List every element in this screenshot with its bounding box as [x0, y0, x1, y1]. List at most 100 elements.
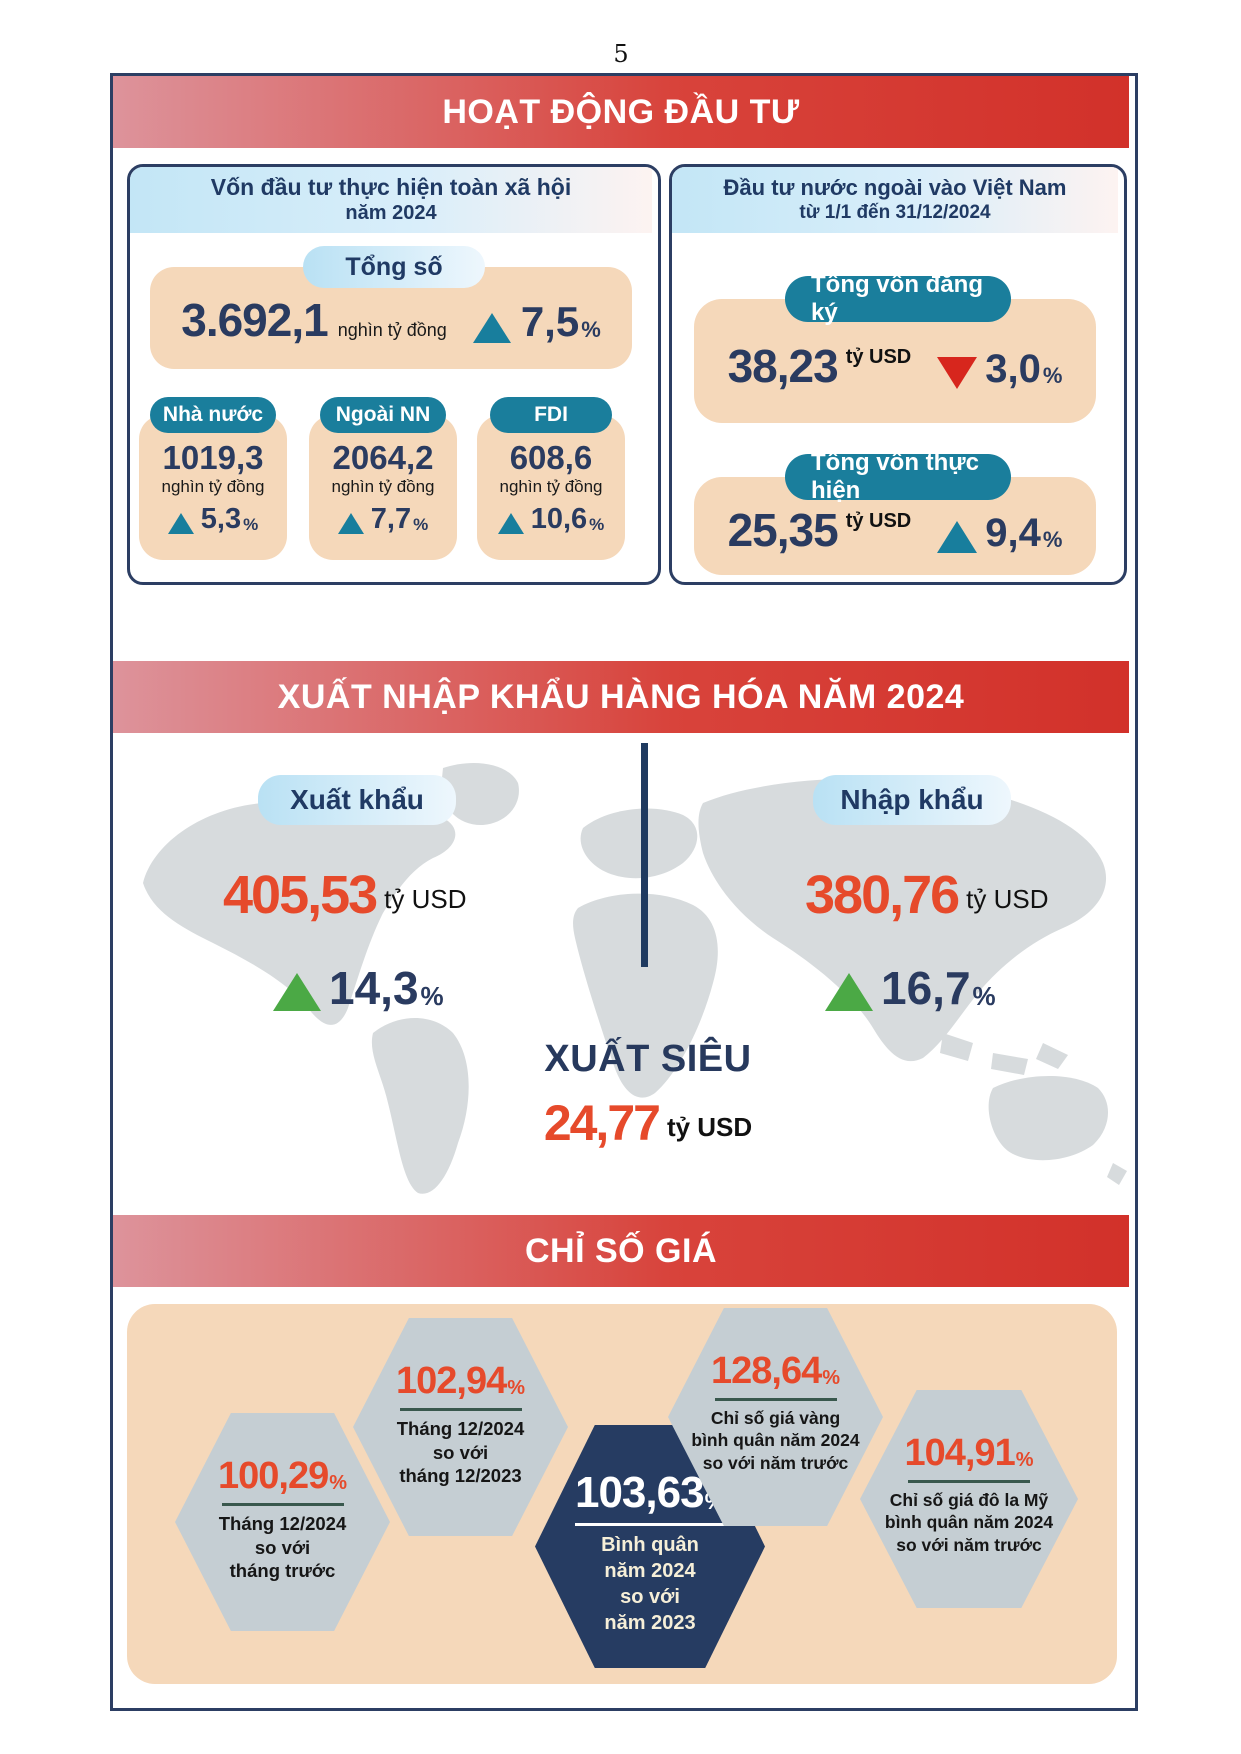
implemented-capital-unit: tỷ USD — [845, 510, 912, 532]
caption-line: năm 2024 — [604, 1560, 696, 1582]
percent-sign: % — [329, 1472, 348, 1494]
percent-sign: % — [589, 515, 605, 534]
non-state-capital-unit: nghìn tỷ đồng — [331, 477, 435, 496]
percent-sign: % — [1015, 1449, 1034, 1471]
up-triangle-icon — [273, 973, 321, 1011]
percent-sign: % — [420, 981, 444, 1011]
state-capital-label: Nhà nước — [150, 397, 276, 433]
foreign-investment-panel: Đầu tư nước ngoài vào Việt Nam từ 1/1 đế… — [669, 164, 1127, 585]
social-investment-title-line2: năm 2024 — [345, 202, 437, 224]
hexagon-value: 103,63 — [574, 1468, 705, 1517]
state-capital-change: 5,3 — [200, 503, 242, 535]
export-change: 14,3 — [329, 962, 419, 1014]
registered-capital-unit: tỷ USD — [845, 346, 912, 368]
social-investment-title: Vốn đầu tư thực hiện toàn xã hội năm 202… — [130, 167, 652, 233]
caption-line: Chỉ số giá vàng — [710, 1408, 841, 1428]
implemented-capital-card: 25,35 tỷ USD 9,4 % — [694, 477, 1096, 575]
up-triangle-icon — [167, 513, 194, 534]
state-capital-card: 1019,3 nghìn tỷ đồng 5,3 % — [139, 415, 287, 560]
export-value: 405,53 — [223, 865, 378, 925]
state-capital-value: 1019,3 — [162, 439, 264, 476]
caption-line: so với — [432, 1441, 489, 1463]
surplus-unit: tỷ USD — [666, 1112, 753, 1142]
surplus-value: 24,77 — [543, 1095, 661, 1151]
import-value: 380,76 — [805, 865, 960, 925]
price-banner: CHỈ SỐ GIÁ — [113, 1215, 1129, 1287]
hexagon-value: 100,29 — [217, 1455, 329, 1497]
caption-line: tháng 12/2023 — [399, 1465, 522, 1487]
surplus-value-row: 24,77 tỷ USD — [498, 1098, 798, 1148]
hexagon-caption: Bình quân năm 2024 so với năm 2023 — [535, 1532, 765, 1636]
export-value-row: 405,53 tỷ USD — [223, 868, 643, 922]
caption-line: tháng trước — [229, 1560, 336, 1582]
up-triangle-icon — [497, 513, 524, 534]
implemented-capital-change: 9,4 — [985, 511, 1041, 555]
center-divider — [641, 743, 648, 967]
caption-line: bình quân năm 2024 — [884, 1512, 1054, 1533]
foreign-investment-title: Đầu tư nước ngoài vào Việt Nam từ 1/1 đế… — [672, 167, 1118, 233]
import-value-row: 380,76 tỷ USD — [805, 868, 1129, 922]
implemented-capital-label: Tổng vốn thực hiện — [785, 449, 1011, 504]
hexagon-caption: Tháng 12/2024 so với tháng trước — [175, 1512, 390, 1583]
caption-line: so với năm trước — [702, 1452, 849, 1473]
hexagon-caption: Chỉ số giá đô la Mỹ bình quân năm 2024 s… — [860, 1489, 1078, 1556]
percent-sign: % — [1042, 527, 1063, 552]
world-map — [143, 763, 1127, 1194]
total-investment-label: Tổng số — [303, 246, 485, 288]
hexagon-divider — [714, 1398, 837, 1401]
state-capital-unit: nghìn tỷ đồng — [161, 477, 265, 496]
hexagon-value: 128,64 — [710, 1350, 822, 1392]
caption-line: so với năm trước — [896, 1534, 1042, 1555]
caption-line: Tháng 12/2024 — [396, 1418, 525, 1439]
percent-sign: % — [243, 515, 259, 534]
export-change-row: 14,3 % — [273, 965, 573, 1011]
caption-line: Chỉ số giá đô la Mỹ — [889, 1490, 1049, 1510]
export-label: Xuất khẩu — [258, 775, 456, 825]
hexagon-divider — [908, 1480, 1030, 1483]
hexagon-caption: Tháng 12/2024 so với tháng 12/2023 — [353, 1417, 568, 1488]
caption-line: năm 2023 — [604, 1612, 696, 1634]
up-triangle-icon — [472, 313, 511, 343]
import-label: Nhập khẩu — [813, 775, 1011, 825]
fdi-capital-card: 608,6 nghìn tỷ đồng 10,6 % — [477, 415, 625, 560]
up-triangle-icon — [937, 521, 978, 553]
import-change: 16,7 — [881, 962, 971, 1014]
percent-sign: % — [822, 1367, 841, 1389]
down-triangle-icon — [937, 357, 978, 389]
import-change-row: 16,7 % — [825, 965, 1125, 1011]
hexagon-value: 104,91 — [904, 1432, 1015, 1474]
total-investment-unit: nghìn tỷ đồng — [337, 320, 447, 340]
trade-section: Xuất khẩu 405,53 tỷ USD 14,3 % Nhập khẩu… — [113, 733, 1129, 1215]
percent-sign: % — [507, 1377, 526, 1399]
caption-line: so với — [620, 1586, 680, 1608]
foreign-investment-title-line1: Đầu tư nước ngoài vào Việt Nam — [723, 175, 1067, 200]
up-triangle-icon — [337, 513, 364, 534]
registered-capital-change: 3,0 — [985, 347, 1041, 391]
up-triangle-icon — [825, 973, 873, 1011]
investment-banner: HOẠT ĐỘNG ĐẦU TƯ — [113, 76, 1129, 148]
total-investment-change: 7,5 — [520, 298, 580, 345]
percent-sign: % — [413, 515, 429, 534]
fdi-capital-label: FDI — [490, 397, 612, 433]
non-state-capital-change: 7,7 — [370, 503, 412, 535]
caption-line: so với — [254, 1536, 311, 1558]
percent-sign: % — [1042, 363, 1063, 388]
implemented-capital-value: 25,35 — [727, 504, 839, 556]
surplus-label: XUẤT SIÊU — [544, 1038, 752, 1080]
content-frame: HOẠT ĐỘNG ĐẦU TƯ Vốn đầu tư thực hiện to… — [110, 73, 1138, 1711]
import-unit: tỷ USD — [966, 884, 1049, 914]
hexagon-value: 102,94 — [395, 1360, 507, 1402]
percent-sign: % — [972, 981, 996, 1011]
registered-capital-label: Tổng vốn đăng ký — [785, 271, 1011, 326]
registered-capital-value: 38,23 — [727, 340, 839, 392]
hexagon-divider — [221, 1503, 344, 1506]
fdi-capital-change: 10,6 — [530, 503, 588, 535]
caption-line: Bình quân — [601, 1534, 699, 1556]
total-investment-value: 3.692,1 — [181, 294, 328, 346]
social-investment-panel: Vốn đầu tư thực hiện toàn xã hội năm 202… — [127, 164, 661, 585]
non-state-capital-value: 2064,2 — [332, 439, 434, 476]
non-state-capital-label: Ngoài NN — [320, 397, 446, 433]
percent-sign: % — [581, 317, 601, 342]
trade-banner: XUẤT NHẬP KHẨU HÀNG HÓA NĂM 2024 — [113, 661, 1129, 733]
